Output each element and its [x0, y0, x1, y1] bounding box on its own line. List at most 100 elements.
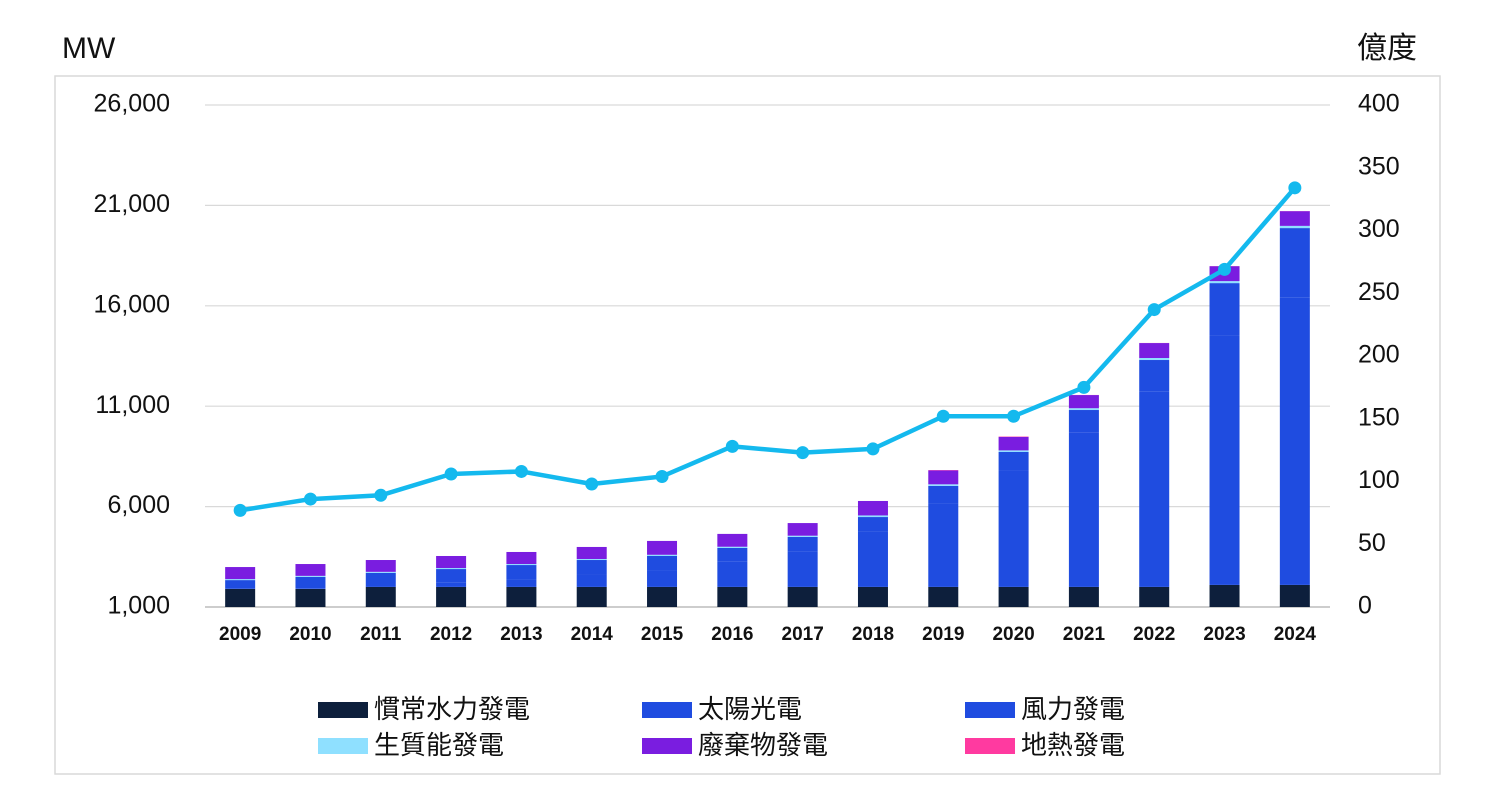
y-tick-label: 6,000	[107, 491, 170, 519]
y2-tick-label: 400	[1358, 90, 1400, 118]
line-point	[796, 446, 809, 459]
bar-segment	[647, 570, 677, 587]
bar-segment	[577, 559, 607, 560]
bar-segment	[1139, 343, 1169, 358]
x-tick-label: 2014	[571, 624, 614, 645]
legend-label: 地熱發電	[1021, 730, 1125, 760]
line-point	[1288, 181, 1301, 194]
line-point	[445, 467, 458, 480]
line-point	[234, 504, 247, 517]
x-tick-label: 2020	[992, 624, 1034, 645]
legend-label: 風力發電	[1021, 694, 1125, 724]
bar-segment	[717, 547, 747, 548]
x-tick-label: 2013	[500, 624, 542, 645]
bar-segment	[928, 470, 958, 484]
bar-segment	[928, 504, 958, 587]
bar-segment	[717, 587, 747, 607]
x-tick-label: 2024	[1274, 624, 1317, 645]
x-tick-label: 2017	[782, 624, 824, 645]
bar-segment	[1069, 587, 1099, 607]
legend-swatch	[642, 738, 692, 754]
bar-segment	[436, 587, 466, 607]
bar-segment	[436, 556, 466, 568]
line-point	[374, 489, 387, 502]
bar-segment	[999, 452, 1029, 470]
y-tick-label: 21,000	[94, 190, 170, 218]
bar-segment	[1210, 336, 1240, 585]
bar-segment	[1069, 408, 1099, 410]
bar-segment	[366, 560, 396, 572]
bar-segment	[717, 548, 747, 562]
y-tick-label: 1,000	[107, 592, 170, 620]
bar-segment	[506, 552, 536, 564]
bar-segment	[928, 484, 958, 486]
bar-segment	[647, 555, 677, 556]
bar-segment	[506, 565, 536, 579]
bar-segment	[506, 587, 536, 607]
x-tick-label: 2022	[1133, 624, 1175, 645]
bar-segment	[647, 541, 677, 555]
y-axis-unit: MW	[62, 32, 116, 65]
bar-segment	[858, 517, 888, 532]
bar-segment	[577, 560, 607, 574]
bar-segment	[1139, 360, 1169, 392]
x-tick-label: 2016	[711, 624, 753, 645]
x-tick-label: 2009	[219, 624, 261, 645]
bar-segment	[366, 573, 396, 585]
bar-segment	[928, 587, 958, 607]
bar-segment	[366, 572, 396, 573]
legend-swatch	[318, 738, 368, 754]
bar-segment	[1139, 358, 1169, 360]
bar-segment	[999, 450, 1029, 452]
x-tick-label: 2019	[922, 624, 964, 645]
y2-tick-label: 200	[1358, 341, 1400, 369]
line-point	[515, 465, 528, 478]
bar-segment	[1280, 298, 1310, 585]
legend-swatch	[965, 738, 1015, 754]
bar-segment	[647, 587, 677, 607]
bar-segment	[1210, 281, 1240, 283]
bar-segment	[295, 589, 325, 607]
bar-segment	[1069, 410, 1099, 432]
y2-tick-label: 150	[1358, 403, 1400, 431]
x-tick-label: 2011	[360, 624, 402, 645]
y-tick-label: 16,000	[94, 290, 170, 318]
bar-segment	[858, 587, 888, 607]
y2-tick-label: 250	[1358, 278, 1400, 306]
x-tick-label: 2010	[289, 624, 331, 645]
bar-segment	[999, 437, 1029, 450]
bar-segment	[225, 589, 255, 607]
y-tick-label: 26,000	[94, 90, 170, 118]
bar-segment	[577, 547, 607, 559]
bar-segment	[788, 537, 818, 551]
bar-segment	[788, 536, 818, 537]
legend-swatch	[642, 702, 692, 718]
bar-segment	[858, 501, 888, 515]
line-point	[656, 470, 669, 483]
bar-segment	[1280, 228, 1310, 298]
y2-tick-label: 50	[1358, 529, 1386, 557]
x-tick-label: 2018	[852, 624, 894, 645]
bar-segment	[717, 562, 747, 587]
bar-segment	[1139, 392, 1169, 587]
y2-tick-label: 100	[1358, 466, 1400, 494]
legend-swatch	[965, 702, 1015, 718]
bar-segment	[999, 587, 1029, 607]
x-tick-label: 2015	[641, 624, 684, 645]
bar-segment	[647, 556, 677, 570]
legend-label: 廢棄物發電	[698, 730, 828, 760]
bar-segment	[295, 564, 325, 576]
line-point	[585, 478, 598, 491]
bar-segment	[295, 588, 325, 589]
y-tick-label: 11,000	[95, 391, 170, 419]
bar-segment	[1210, 283, 1240, 336]
line-point	[1218, 263, 1231, 276]
legend-label: 太陽光電	[698, 694, 802, 724]
bar-segment	[225, 567, 255, 579]
bar-segment	[366, 585, 396, 587]
bar-segment	[717, 534, 747, 547]
legend-swatch	[318, 702, 368, 718]
y2-tick-label: 300	[1358, 215, 1400, 243]
bar-segment	[506, 579, 536, 587]
